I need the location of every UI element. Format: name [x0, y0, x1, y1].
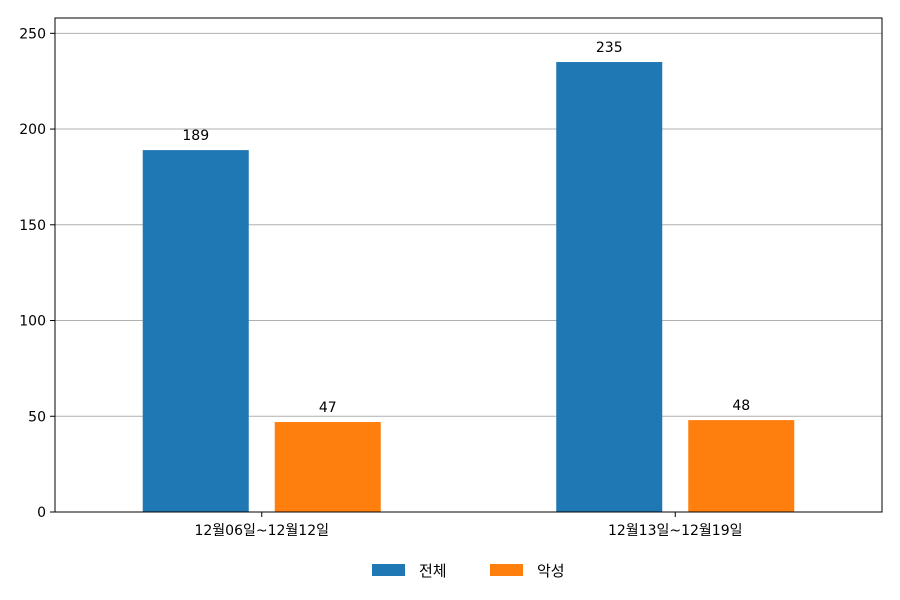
legend-label: 전체 [419, 562, 447, 580]
data-label: 47 [319, 400, 337, 416]
bar [274, 422, 381, 512]
y-tick-label: 0 [37, 505, 46, 521]
y-tick-label: 50 [28, 409, 46, 425]
data-label: 189 [182, 128, 209, 144]
bar [556, 62, 663, 513]
bar [142, 150, 249, 512]
y-axis: 0 50 100 150 200 250 [19, 26, 55, 521]
legend-swatch [490, 564, 523, 576]
legend-label: 악성 [537, 562, 565, 580]
data-label: 48 [732, 398, 750, 414]
data-label: 235 [596, 40, 623, 56]
bars [142, 62, 795, 513]
plot-frame [54, 17, 883, 513]
x-tick-label: 12월06일~12월12일 [194, 523, 329, 539]
x-axis: 12월06일~12월12일 12월13일~12월19일 [194, 512, 743, 539]
x-tick-label: 12월13일~12월19일 [608, 523, 743, 539]
bar [688, 420, 795, 512]
y-tick-label: 250 [19, 26, 46, 42]
y-tick-label: 200 [19, 122, 46, 138]
legend-swatch [372, 564, 405, 576]
y-tick-label: 100 [19, 314, 46, 330]
y-tick-label: 150 [19, 218, 46, 234]
data-labels: 189 47 235 48 [182, 40, 750, 416]
legend: 전체 악성 [372, 562, 565, 580]
